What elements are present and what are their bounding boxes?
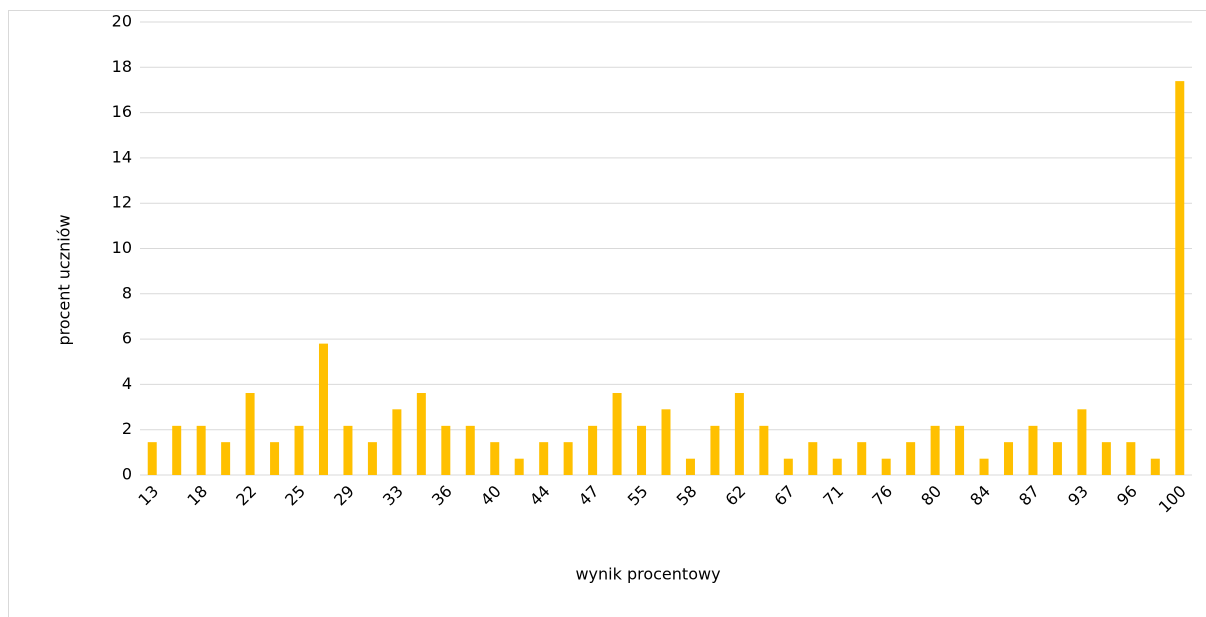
bar [832, 458, 842, 475]
bar [881, 458, 891, 475]
x-axis-title: wynik procentowy [575, 565, 720, 584]
bar [1052, 442, 1062, 475]
x-tick-label: 67 [771, 482, 799, 510]
bar [759, 425, 769, 475]
x-tick-label: 87 [1015, 482, 1043, 510]
chart-frame [8, 10, 1206, 617]
bar [245, 393, 255, 475]
x-tick-label: 36 [428, 482, 456, 510]
x-tick-label: 84 [966, 482, 994, 510]
y-tick-label: 0 [122, 465, 132, 484]
x-tick-label: 62 [722, 482, 750, 510]
bar [1126, 442, 1136, 475]
bar [1077, 409, 1087, 475]
y-tick-label: 16 [112, 102, 132, 121]
bar [514, 458, 524, 475]
y-tick-label: 2 [122, 419, 132, 438]
x-tick-label: 47 [575, 482, 603, 510]
bar [637, 425, 647, 475]
x-tick-label: 13 [134, 482, 162, 510]
x-tick-label: 55 [624, 482, 652, 510]
bar [1004, 442, 1014, 475]
bar [955, 425, 965, 475]
bar [930, 425, 940, 475]
bar [343, 425, 353, 475]
x-tick-label: 93 [1064, 482, 1092, 510]
bar [318, 343, 328, 475]
x-tick-label: 96 [1113, 482, 1141, 510]
bar [1175, 81, 1185, 475]
x-tick-label: 22 [232, 482, 260, 510]
x-tick-label: 25 [281, 482, 309, 510]
x-tick-label: 44 [526, 482, 554, 510]
bar [783, 458, 793, 475]
bar [196, 425, 206, 475]
x-tick-label: 40 [477, 482, 505, 510]
y-axis-title: procent uczniów [55, 214, 74, 345]
y-tick-label: 14 [112, 147, 132, 166]
bar [563, 442, 573, 475]
bar [465, 425, 475, 475]
x-tick-label: 18 [183, 482, 211, 510]
bar [1028, 425, 1038, 475]
bar [294, 425, 304, 475]
x-tick-label: 58 [673, 482, 701, 510]
x-tick-label: 100 [1155, 482, 1190, 517]
bar [416, 393, 426, 475]
y-tick-label: 4 [122, 374, 132, 393]
bar [857, 442, 867, 475]
bar [685, 458, 695, 475]
bar [1150, 458, 1160, 475]
bar [221, 442, 231, 475]
x-tick-label: 33 [379, 482, 407, 510]
y-tick-label: 6 [122, 329, 132, 348]
bar [906, 442, 916, 475]
bar [661, 409, 671, 475]
y-tick-label: 18 [112, 57, 132, 76]
bar [808, 442, 818, 475]
bar [588, 425, 598, 475]
bar [734, 393, 744, 475]
bar [1101, 442, 1111, 475]
x-tick-label: 80 [917, 482, 945, 510]
y-tick-label: 10 [112, 238, 132, 257]
bar [979, 458, 989, 475]
bar [539, 442, 549, 475]
x-tick-label: 76 [868, 482, 896, 510]
bar [270, 442, 280, 475]
bar [490, 442, 500, 475]
bar [441, 425, 451, 475]
bar [710, 425, 720, 475]
y-tick-label: 20 [112, 12, 132, 31]
bar [172, 425, 182, 475]
y-tick-label: 8 [122, 283, 132, 302]
bar [147, 442, 157, 475]
y-tick-label: 12 [112, 193, 132, 212]
x-tick-label: 71 [819, 482, 847, 510]
x-tick-label: 29 [330, 482, 358, 510]
bar [392, 409, 402, 475]
bar [612, 393, 622, 475]
bar [367, 442, 377, 475]
